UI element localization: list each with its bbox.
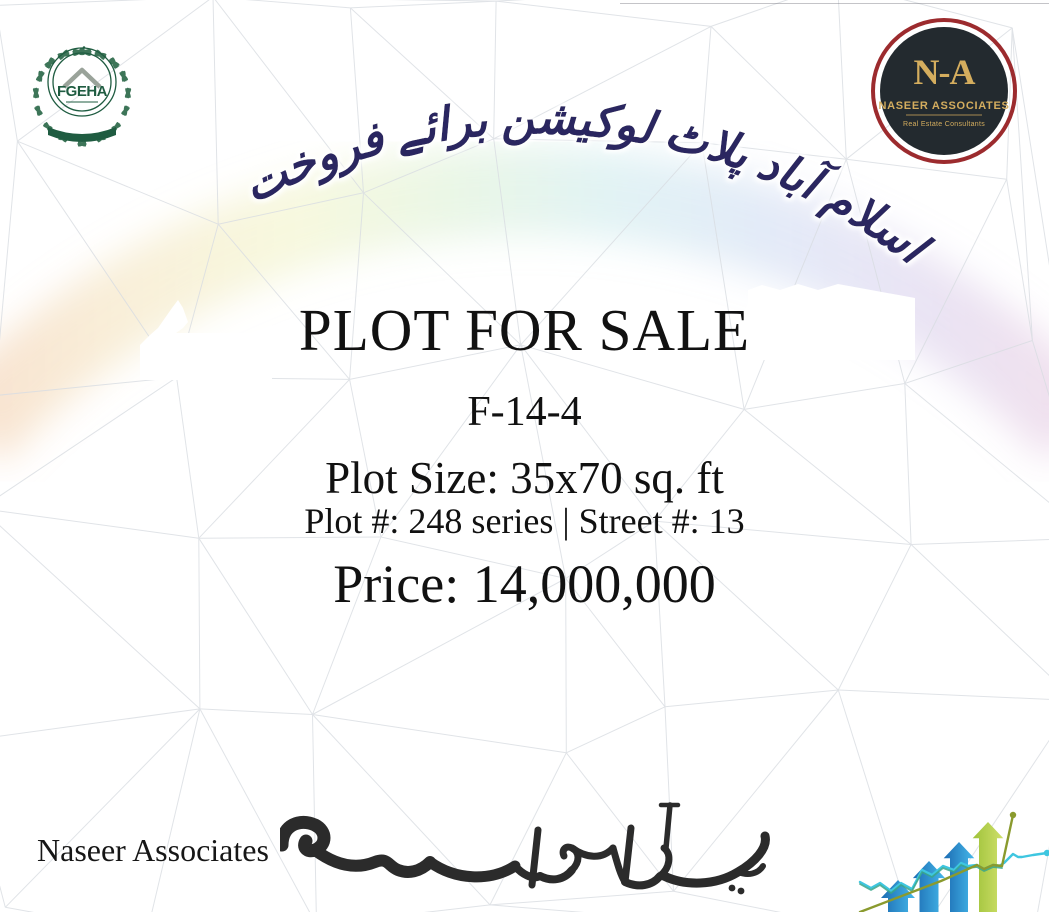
svg-text:Real Estate Consultants: Real Estate Consultants xyxy=(903,121,985,128)
svg-text:NASEER ASSOCIATES: NASEER ASSOCIATES xyxy=(878,100,1009,112)
svg-text:N-A: N-A xyxy=(914,52,976,92)
